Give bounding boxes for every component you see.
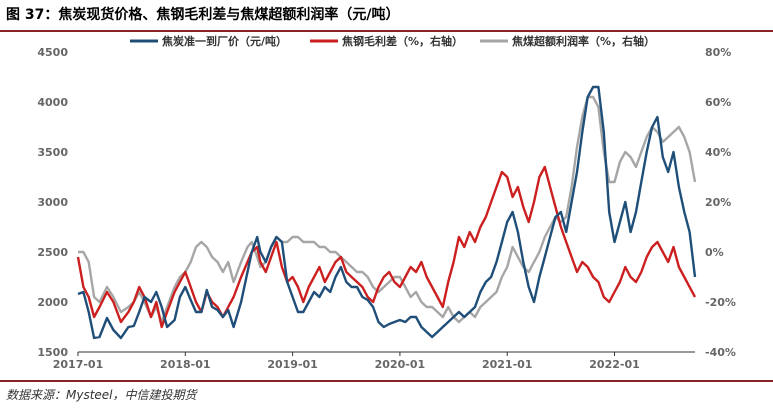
figure-source: 数据来源：Mysteel，中信建投期货 <box>6 388 197 402</box>
y-right-tick-label: 60% <box>705 96 731 109</box>
y-left-tick-label: 3000 <box>37 196 68 209</box>
y-left-tick-label: 2500 <box>37 246 68 259</box>
x-tick-label: 2017-01 <box>53 358 104 371</box>
legend-label-3: 焦煤超额利润率（%，右轴） <box>511 34 655 48</box>
chart-area: 1500 2000 2500 3000 3500 4000 4500 -40% -20% 0% 20… <box>37 34 736 371</box>
chart-series <box>76 85 697 340</box>
y-right-tick-label: -20% <box>705 296 736 309</box>
y-left-tick-label: 3500 <box>37 146 68 159</box>
y-right-tick-label: -40% <box>705 346 736 359</box>
x-tick-label: 2022-01 <box>589 358 640 371</box>
y-right-tick-label: 0% <box>705 246 724 259</box>
x-tick-label: 2021-01 <box>482 358 533 371</box>
y-right-tick-label: 40% <box>705 146 731 159</box>
y-left-tick-label: 2000 <box>37 296 68 309</box>
series-line-2 <box>76 165 697 329</box>
legend-label-1: 焦炭准一到厂价（元/吨） <box>161 34 287 48</box>
x-tick-label: 2018-01 <box>160 358 211 371</box>
y-right-tick-label: 80% <box>705 46 731 59</box>
y-right-tick-label: 20% <box>705 196 731 209</box>
y-left-tick-label: 1500 <box>37 346 68 359</box>
title-rule <box>0 30 773 32</box>
x-tick-label: 2020-01 <box>375 358 426 371</box>
legend-label-2: 焦钢毛利差（%，右轴） <box>341 34 463 48</box>
chart-axes: 1500 2000 2500 3000 3500 4000 4500 -40% -20% 0% 20… <box>37 46 736 371</box>
source-rule <box>0 380 773 382</box>
y-left-tick-label: 4500 <box>37 46 68 59</box>
figure-title: 图 37：焦炭现货价格、焦钢毛利差与焦煤超额利润率（元/吨） <box>6 7 400 23</box>
series-line-1 <box>77 85 697 340</box>
chart-legend: 焦炭准一到厂价（元/吨） 焦钢毛利差（%，右轴） 焦煤超额利润率（%，右轴） <box>130 34 655 48</box>
y-left-tick-label: 4000 <box>37 96 68 109</box>
x-tick-label: 2019-01 <box>267 358 318 371</box>
